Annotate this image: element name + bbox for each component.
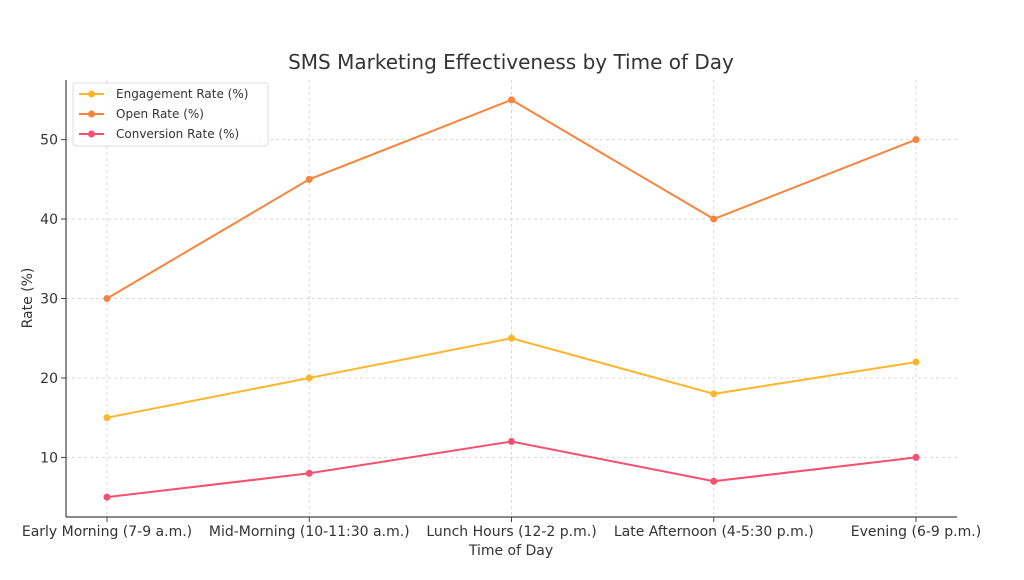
data-point (103, 414, 111, 422)
legend-label: Engagement Rate (%) (116, 87, 248, 101)
data-point (103, 295, 111, 302)
data-point (508, 438, 515, 446)
data-point (710, 390, 718, 398)
x-tick-label: Late Afternoon (4-5:30 p.m.) (614, 524, 814, 540)
legend-label: Open Rate (%) (116, 107, 204, 121)
y-tick-label: 40 (40, 212, 58, 228)
legend-box (72, 82, 269, 147)
data-point (103, 493, 111, 501)
data-point (710, 215, 718, 223)
data-point (305, 175, 313, 183)
data-point (305, 374, 313, 382)
y-tick-label: 50 (40, 133, 58, 149)
data-point (912, 453, 920, 461)
data-point (508, 96, 515, 104)
legend-marker (88, 130, 95, 138)
data-point (912, 358, 920, 366)
data-point (305, 469, 313, 477)
x-tick-label: Early Morning (7-9 a.m.) (22, 524, 192, 540)
data-point (710, 477, 718, 485)
x-tick-label: Mid-Morning (10-11:30 a.m.) (209, 524, 410, 540)
x-axis-label: Time of Day (468, 543, 553, 559)
chart-title: SMS Marketing Effectiveness by Time of D… (288, 50, 734, 74)
data-point (508, 334, 515, 342)
y-tick-label: 20 (40, 371, 58, 387)
legend: Engagement Rate (%) Open Rate (%) Conversi… (72, 82, 269, 147)
x-tick-label: Evening (6-9 p.m.) (851, 524, 981, 540)
y-axis-label: Rate (%) (20, 268, 36, 329)
x-tick-label: Lunch Hours (12-2 p.m.) (426, 524, 596, 540)
data-point (912, 136, 920, 144)
y-tick-label: 10 (40, 450, 58, 466)
legend-marker (88, 110, 95, 118)
legend-label: Conversion Rate (%) (116, 127, 239, 141)
y-tick-label: 30 (40, 292, 58, 308)
legend-marker (88, 90, 95, 98)
